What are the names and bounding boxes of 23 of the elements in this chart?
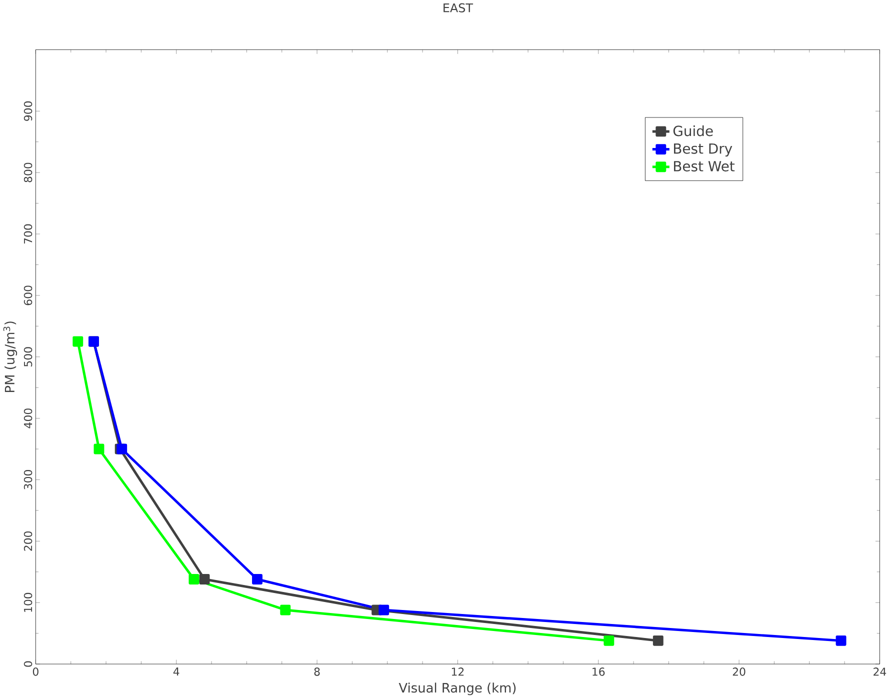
y-tick-label: 900 <box>24 101 32 121</box>
y-tick-label: 700 <box>24 224 32 244</box>
x-tick-label: 20 <box>732 667 746 676</box>
x-tick-label: 4 <box>173 667 180 676</box>
x-tick-label: 0 <box>32 667 38 676</box>
x-tick-label: 8 <box>314 667 320 676</box>
chart-title: EAST <box>444 3 474 12</box>
y-tick-label: 500 <box>24 346 32 366</box>
y-tick-label: 100 <box>24 592 32 612</box>
x-tick-label: 12 <box>452 667 464 676</box>
y-tick-label: 800 <box>24 162 32 182</box>
y-tick-label: 200 <box>24 531 32 551</box>
legend-label: Guide <box>673 125 713 136</box>
x-axis-title: Visual Range (km) <box>398 682 516 695</box>
y-tick-label: 600 <box>24 285 32 305</box>
y-axis-title: PM (ug/m$^{3}$) <box>3 321 18 392</box>
x-tick-label: 24 <box>874 667 886 676</box>
y-tick-label: 0 <box>24 661 32 667</box>
legend-label: Best Wet <box>674 160 735 172</box>
y-tick-label: 300 <box>24 470 32 490</box>
y-tick-label: 400 <box>24 408 32 428</box>
x-tick-label: 16 <box>592 667 605 676</box>
legend-label: Best Dry <box>674 143 732 156</box>
